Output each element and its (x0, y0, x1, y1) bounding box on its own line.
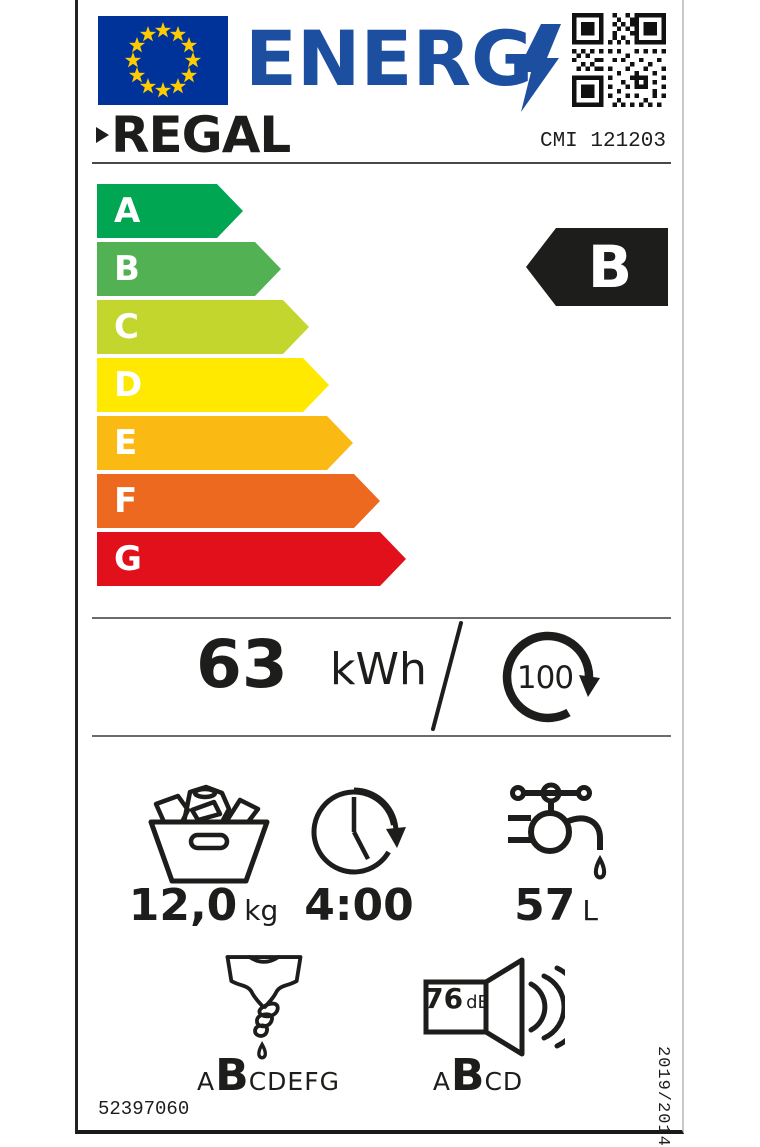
noise-post-letters: CD (484, 1067, 524, 1096)
clock-icon (311, 787, 406, 875)
label-serial-number: 52397060 (98, 1098, 190, 1120)
class-arrow-g: G (97, 532, 406, 586)
wring-drip-icon (225, 955, 303, 1060)
rating-letter: B (587, 233, 633, 301)
spin-class-scale: A B CDEFG (186, 1050, 351, 1106)
class-letter: F (114, 481, 138, 521)
qr-code-icon (572, 13, 666, 107)
class-letter: E (114, 423, 138, 463)
header-divider (92, 162, 671, 164)
eu-flag-icon (98, 16, 228, 105)
capacity-unit: kg (244, 894, 279, 927)
class-arrow-b: B (97, 242, 281, 296)
lightning-bolt-icon (517, 24, 561, 112)
sound-waves-icon (528, 965, 565, 1049)
class-letter: B (114, 249, 140, 289)
energy-label: ENERG REGAL CMI 121203 A B C D E F G B 6… (75, 0, 684, 1147)
class-arrow-d: D (97, 358, 329, 412)
water-unit: L (582, 894, 598, 927)
spin-class-letter: B (215, 1050, 249, 1101)
noise-class-letter: B (450, 1050, 485, 1101)
water-tap-icon (508, 782, 607, 880)
regulation-number: 2019/2014 (653, 1046, 672, 1147)
divider (92, 617, 671, 619)
class-arrow-c: C (97, 300, 309, 354)
noise-unit: dB (466, 992, 490, 1013)
divider (92, 735, 671, 737)
brand-arrow-icon (96, 127, 109, 143)
class-arrow-a: A (97, 184, 243, 238)
rating-arrow: B (526, 228, 668, 306)
duration-value: 4:00 (304, 880, 414, 931)
spin-post-letters: CDEFG (248, 1067, 340, 1096)
model-number: CMI 121203 (539, 130, 666, 153)
speaker-icon (423, 957, 565, 1057)
class-letter: G (114, 539, 142, 579)
class-letter: A (114, 191, 141, 231)
per-slash-icon (431, 621, 463, 731)
energy-logo-text: ENERG (245, 14, 534, 103)
laundry-basket-icon (148, 784, 270, 884)
circular-arrow-icon (502, 631, 600, 723)
energy-unit: kWh (330, 644, 427, 695)
class-arrow-e: E (97, 416, 353, 470)
noise-class-scale: A B CD (408, 1050, 548, 1106)
noise-pre-letters: A (432, 1067, 451, 1096)
duration-metric: 4:00 (304, 880, 414, 932)
capacity-metric: 12,0 kg (116, 880, 291, 932)
class-letter: C (114, 307, 139, 347)
energy-value: 63 (196, 626, 288, 703)
brand-name: REGAL (111, 106, 291, 164)
class-letter: D (114, 365, 143, 405)
class-arrow-f: F (97, 474, 380, 528)
spin-pre-letters: A (197, 1067, 216, 1096)
noise-value: 76 (424, 982, 464, 1015)
cycles-count: 100 (516, 660, 574, 696)
cycles-per-100-icon: 100 (495, 626, 603, 728)
water-metric: 57 L (476, 880, 636, 932)
water-value: 57 (514, 880, 576, 931)
noise-level: 76 dB (424, 982, 490, 1030)
capacity-value: 12,0 (128, 880, 238, 931)
